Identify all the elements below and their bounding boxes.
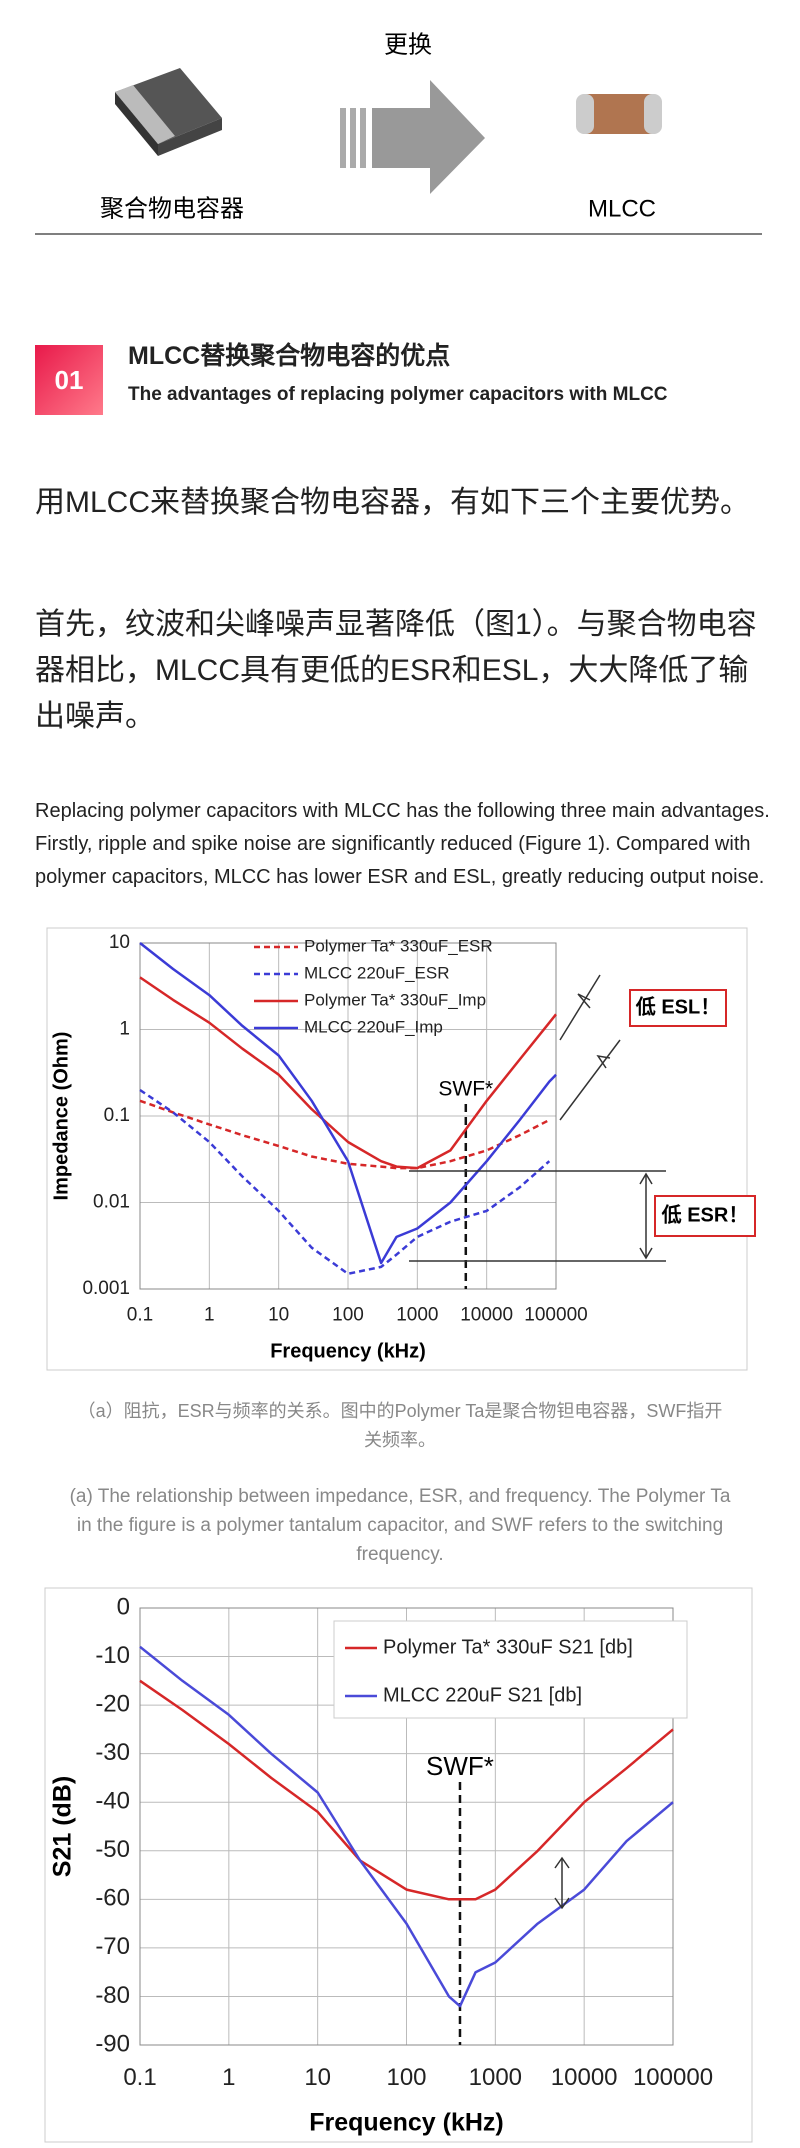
y-tick-label: -10: [95, 1642, 130, 1669]
y-tick-label: -80: [95, 1982, 130, 2009]
replace-arrow: [340, 80, 485, 194]
right-label: MLCC: [588, 195, 656, 222]
legend-label: Polymer Ta* 330uF_ESR: [304, 936, 493, 955]
left-label: 聚合物电容器: [100, 195, 244, 222]
series-line: [139, 1679, 674, 1901]
y-tick-label: -60: [95, 1885, 130, 1912]
x-tick-label: 100: [386, 2064, 426, 2091]
annotation-arrow: [554, 1897, 570, 1910]
y-tick-label: -50: [95, 1836, 130, 1863]
series-line: [139, 1645, 674, 2008]
x-tick-label: 100000: [633, 2064, 713, 2091]
annotation-arrow: [596, 1054, 611, 1069]
y-tick-label: 10: [109, 932, 130, 953]
y-tick-label: 0: [117, 1593, 130, 1620]
y-tick-label: -70: [95, 1933, 130, 1960]
y-tick-label: -30: [95, 1739, 130, 1766]
y-tick-label: -40: [95, 1788, 130, 1815]
x-tick-label: 10000: [551, 2064, 618, 2091]
swf-label: SWF*: [426, 1751, 494, 1781]
legend-label: MLCC 220uF S21 [db]: [383, 1684, 582, 1706]
legend-label: Polymer Ta* 330uF S21 [db]: [383, 1636, 633, 1658]
section-badge: [35, 345, 103, 415]
annotation-box: [629, 989, 727, 1027]
section-number: 01: [55, 365, 84, 395]
y-axis-label: Impedance (Ohm): [50, 1032, 72, 1201]
annotation-arrow: [639, 1172, 653, 1185]
paragraph: Replacing polymer capacitors with MLCC h…: [35, 800, 770, 888]
legend-label: Polymer Ta* 330uF_Imp: [304, 990, 486, 1009]
paragraph: 用MLCC来替换聚合物电容器，有如下三个主要优势。: [35, 486, 751, 519]
arrow-label: 更换: [384, 31, 432, 58]
chart-frame: [44, 1587, 753, 2143]
y-tick-label: 0.001: [82, 1278, 130, 1299]
y-axis-label: S21 (dB): [49, 1776, 77, 1877]
plot-frame: [139, 942, 557, 1290]
y-tick-label: 1: [119, 1019, 130, 1040]
y-tick-label: 0.1: [104, 1105, 130, 1126]
x-tick-label: 10000: [460, 1305, 513, 1326]
annotation-arrow: [577, 993, 591, 1009]
caption: （a）阻抗，ESR与频率的关系。图中的Polymer Ta是聚合物钽电容器，SW…: [77, 1401, 723, 1450]
annotation-line: [559, 974, 601, 1041]
annotation: 低 ESR！: [661, 1202, 749, 1226]
x-axis-label: Frequency (kHz): [270, 1340, 426, 1362]
x-tick-label: 100: [332, 1305, 364, 1326]
y-tick-label: -20: [95, 1690, 130, 1717]
section-title: MLCC替换聚合物电容的优点: [128, 342, 451, 370]
x-tick-label: 10: [304, 2064, 331, 2091]
series-line: [139, 976, 557, 1170]
x-tick-label: 1: [204, 1305, 215, 1326]
caption: (a) The relationship between impedance, …: [69, 1486, 731, 1565]
x-tick-label: 1: [222, 2064, 235, 2091]
y-tick-label: -90: [95, 2030, 130, 2057]
annotation-box: [654, 1195, 756, 1237]
annotation-line: [559, 1039, 621, 1121]
polymer-capacitor-icon: [115, 68, 222, 156]
legend-box: [333, 1620, 688, 1719]
series-line: [139, 1088, 551, 1276]
x-tick-label: 0.1: [127, 1305, 153, 1326]
legend-label: MLCC 220uF_ESR: [304, 963, 450, 982]
plot-frame: [139, 1607, 674, 2046]
section-subtitle: The advantages of replacing polymer capa…: [128, 384, 668, 405]
series-line: [139, 942, 557, 1265]
chart-frame: [46, 927, 748, 1371]
swf-label: SWF*: [438, 1078, 493, 1101]
x-tick-label: 100000: [524, 1305, 587, 1326]
legend-label: MLCC 220uF_Imp: [304, 1017, 443, 1036]
annotation-arrow: [639, 1247, 653, 1260]
x-tick-label: 10: [268, 1305, 289, 1326]
x-tick-label: 1000: [396, 1305, 438, 1326]
x-tick-label: 0.1: [123, 2064, 156, 2091]
annotation: 低 ESL！: [635, 994, 720, 1018]
annotation-arrow: [554, 1856, 570, 1869]
series-line: [139, 1099, 550, 1170]
y-tick-label: 0.01: [93, 1192, 130, 1213]
x-axis-label: Frequency (kHz): [309, 2109, 503, 2137]
x-tick-label: 1000: [469, 2064, 522, 2091]
mlcc-icon: [576, 94, 662, 134]
paragraph: 首先，纹波和尖峰噪声显著降低（图1）。与聚合物电容器相比，MLCC具有更低的ES…: [35, 608, 757, 733]
